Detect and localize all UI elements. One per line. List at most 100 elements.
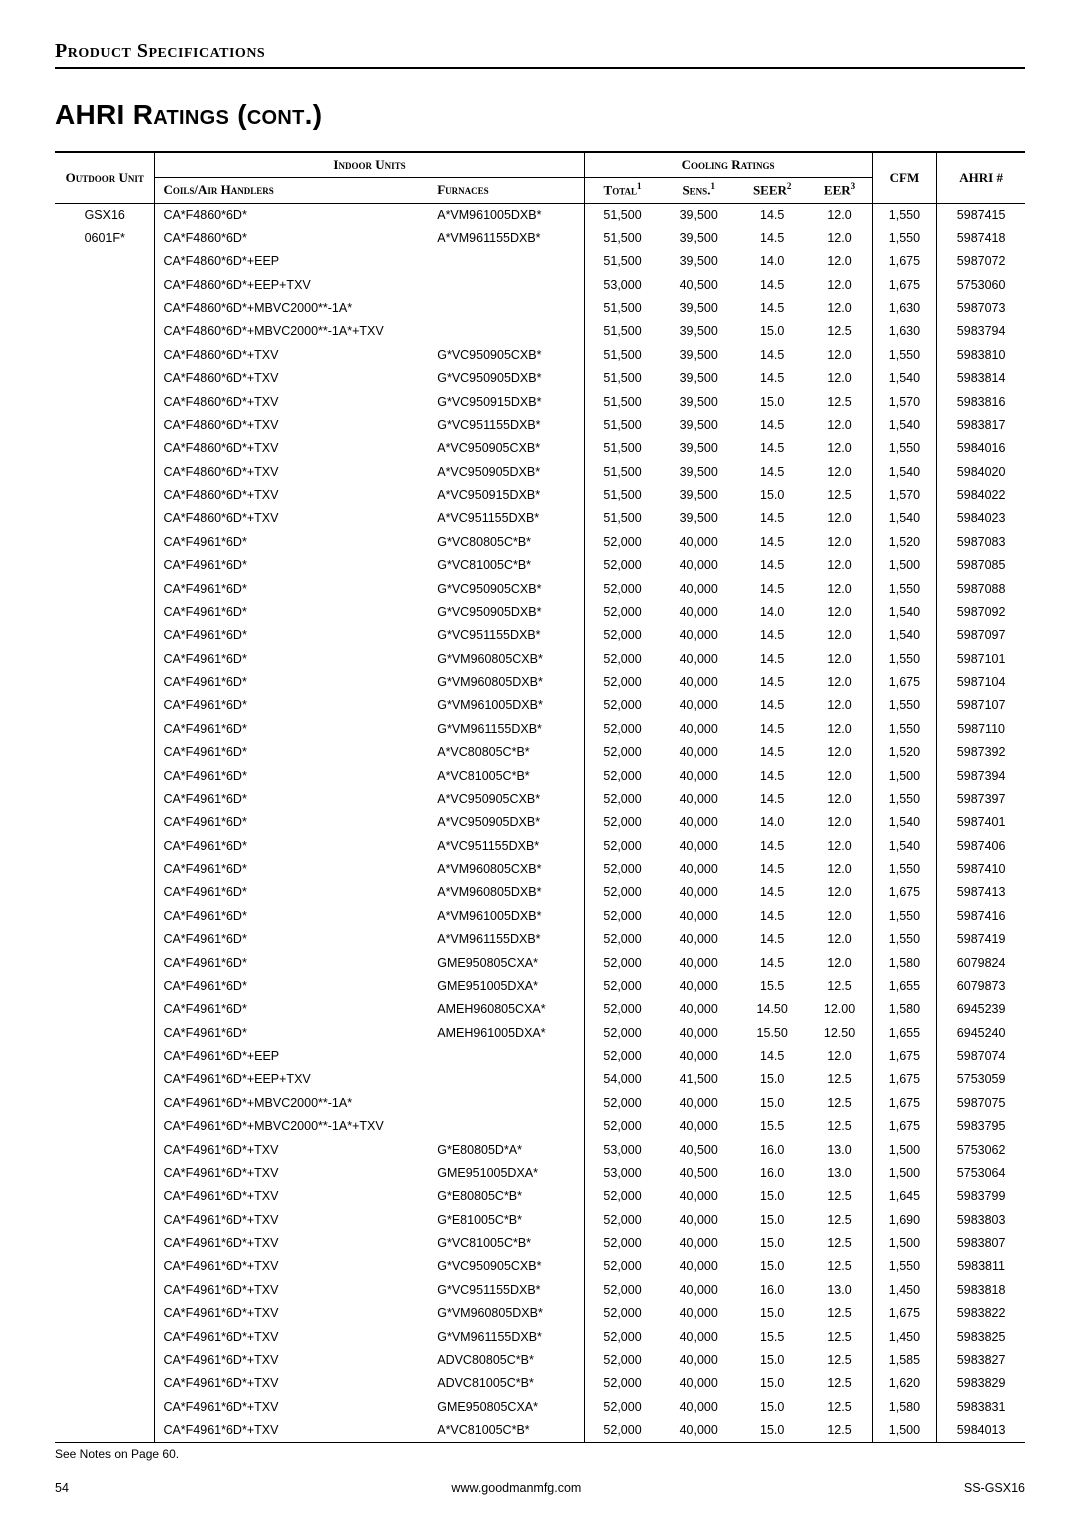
table-row: CA*F4961*6D*AMEH960805CXA*52,00040,00014… — [55, 998, 1025, 1021]
cell-ahri: 6079824 — [937, 952, 1025, 975]
hdr-indoor: Indoor Units — [333, 157, 405, 172]
cell-sens: 40,000 — [661, 1255, 737, 1278]
cell-ahri: 5983827 — [937, 1349, 1025, 1372]
cell-total: 52,000 — [584, 905, 660, 928]
hdr-total: Total — [604, 182, 638, 197]
cell-coils: CA*F4961*6D*+TXV — [155, 1419, 431, 1443]
table-row: CA*F4961*6D*AMEH961005DXA*52,00040,00015… — [55, 1022, 1025, 1045]
cell-ahri: 5983795 — [937, 1115, 1025, 1138]
cell-coils: CA*F4860*6D*+MBVC2000**-1A*+TXV — [155, 320, 431, 343]
cell-sens: 40,000 — [661, 998, 737, 1021]
cell-sens: 39,500 — [661, 250, 737, 273]
cell-cfm: 1,675 — [872, 250, 937, 273]
cell-coils: CA*F4961*6D* — [155, 601, 431, 624]
cell-total: 52,000 — [584, 952, 660, 975]
cell-seer: 16.0 — [737, 1162, 808, 1185]
cell-sens: 40,000 — [661, 741, 737, 764]
cell-cfm: 1,500 — [872, 554, 937, 577]
cell-eer: 12.0 — [807, 671, 872, 694]
cell-outdoor — [55, 461, 155, 484]
cell-sens: 40,500 — [661, 1139, 737, 1162]
cell-seer: 14.0 — [737, 811, 808, 834]
cell-cfm: 1,675 — [872, 274, 937, 297]
table-row: CA*F4860*6D*+TXVG*VC950915DXB*51,50039,5… — [55, 391, 1025, 414]
cell-coils: CA*F4961*6D*+EEP — [155, 1045, 431, 1068]
cell-eer: 12.5 — [807, 1255, 872, 1278]
cell-sens: 40,500 — [661, 1162, 737, 1185]
table-row: CA*F4961*6D*A*VC951155DXB*52,00040,00014… — [55, 835, 1025, 858]
cell-eer: 12.0 — [807, 367, 872, 390]
cell-cfm: 1,550 — [872, 203, 937, 227]
cell-ahri: 5987410 — [937, 858, 1025, 881]
cell-furnace — [431, 1068, 584, 1091]
cell-sens: 39,500 — [661, 461, 737, 484]
table-row: CA*F4961*6D*G*VM961005DXB*52,00040,00014… — [55, 694, 1025, 717]
cell-seer: 14.5 — [737, 203, 808, 227]
cell-seer: 15.0 — [737, 1092, 808, 1115]
cell-cfm: 1,500 — [872, 1162, 937, 1185]
cell-eer: 12.5 — [807, 1372, 872, 1395]
cell-furnace: A*VC950905CXB* — [431, 788, 584, 811]
hdr-ahri: AHRI # — [959, 170, 1003, 185]
cell-furnace: A*VC951155DXB* — [431, 835, 584, 858]
cell-sens: 40,000 — [661, 905, 737, 928]
cell-cfm: 1,550 — [872, 718, 937, 741]
cell-seer: 14.5 — [737, 624, 808, 647]
cell-cfm: 1,540 — [872, 367, 937, 390]
cell-ahri: 6945240 — [937, 1022, 1025, 1045]
table-row: CA*F4961*6D*G*VC950905DXB*52,00040,00014… — [55, 601, 1025, 624]
cell-ahri: 5987415 — [937, 203, 1025, 227]
cell-seer: 14.5 — [737, 1045, 808, 1068]
cell-sens: 39,500 — [661, 437, 737, 460]
cell-furnace: G*VM960805DXB* — [431, 671, 584, 694]
cell-ahri: 5983831 — [937, 1396, 1025, 1419]
cell-furnace: G*VC951155DXB* — [431, 624, 584, 647]
cell-furnace: G*VC950905CXB* — [431, 344, 584, 367]
table-row: CA*F4860*6D*+TXVA*VC951155DXB*51,50039,5… — [55, 507, 1025, 530]
cell-ahri: 5983794 — [937, 320, 1025, 343]
cell-eer: 12.0 — [807, 741, 872, 764]
cell-coils: CA*F4961*6D*+TXV — [155, 1209, 431, 1232]
cell-cfm: 1,540 — [872, 835, 937, 858]
cell-total: 52,000 — [584, 601, 660, 624]
cell-ahri: 5987394 — [937, 765, 1025, 788]
cell-seer: 14.5 — [737, 531, 808, 554]
cell-total: 52,000 — [584, 928, 660, 951]
cell-cfm: 1,675 — [872, 1302, 937, 1325]
cell-ahri: 5987074 — [937, 1045, 1025, 1068]
cell-furnace: A*VC950905CXB* — [431, 437, 584, 460]
table-row: CA*F4961*6D*+EEP+TXV54,00041,50015.012.5… — [55, 1068, 1025, 1091]
cell-eer: 12.0 — [807, 765, 872, 788]
cell-eer: 12.0 — [807, 811, 872, 834]
cell-coils: CA*F4961*6D* — [155, 578, 431, 601]
cell-ahri: 5983811 — [937, 1255, 1025, 1278]
cell-coils: CA*F4961*6D* — [155, 718, 431, 741]
cell-total: 52,000 — [584, 1232, 660, 1255]
cell-coils: CA*F4961*6D*+TXV — [155, 1255, 431, 1278]
cell-eer: 12.5 — [807, 1419, 872, 1443]
cell-ahri: 5987397 — [937, 788, 1025, 811]
cell-outdoor — [55, 718, 155, 741]
cell-ahri: 5983810 — [937, 344, 1025, 367]
cell-seer: 15.50 — [737, 1022, 808, 1045]
cell-ahri: 5987413 — [937, 881, 1025, 904]
cell-sens: 40,000 — [661, 1372, 737, 1395]
cell-seer: 15.5 — [737, 975, 808, 998]
cell-outdoor — [55, 952, 155, 975]
cell-sens: 40,000 — [661, 1022, 737, 1045]
cell-cfm: 1,580 — [872, 1396, 937, 1419]
cell-total: 52,000 — [584, 1349, 660, 1372]
cell-cfm: 1,580 — [872, 952, 937, 975]
cell-total: 52,000 — [584, 554, 660, 577]
cell-furnace: AMEH960805CXA* — [431, 998, 584, 1021]
cell-seer: 14.5 — [737, 507, 808, 530]
cell-sens: 40,000 — [661, 952, 737, 975]
cell-furnace: G*VC80805C*B* — [431, 531, 584, 554]
cell-total: 52,000 — [584, 741, 660, 764]
cell-outdoor — [55, 484, 155, 507]
cell-furnace: GME951005DXA* — [431, 975, 584, 998]
table-row: CA*F4961*6D*GME950805CXA*52,00040,00014.… — [55, 952, 1025, 975]
cell-seer: 14.5 — [737, 461, 808, 484]
cell-furnace: G*VC81005C*B* — [431, 554, 584, 577]
cell-sens: 40,000 — [661, 1045, 737, 1068]
